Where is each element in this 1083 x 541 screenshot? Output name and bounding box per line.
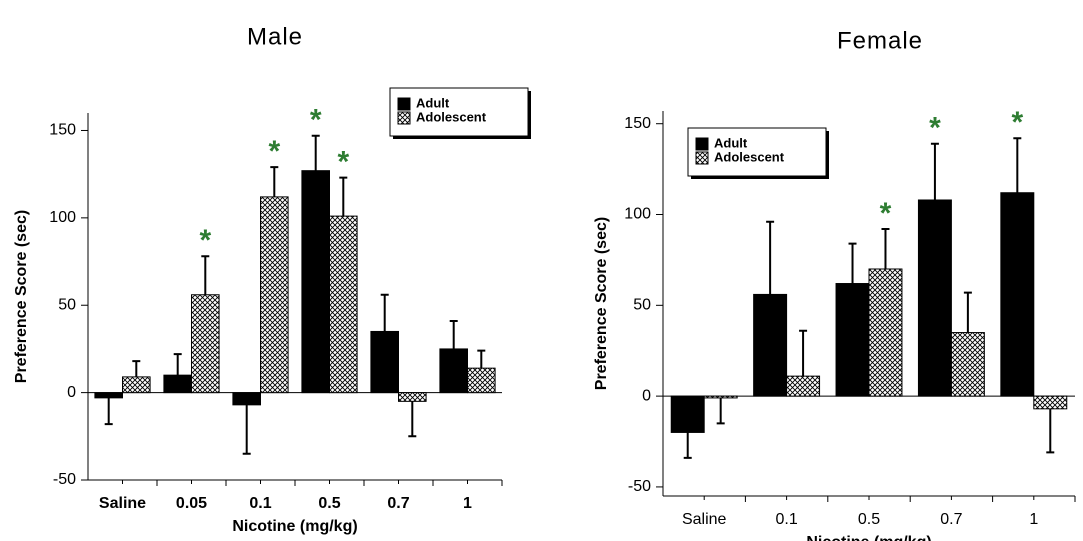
x-tick-label: 0.7 [940, 511, 962, 528]
x-tick-label: Saline [682, 511, 727, 528]
bar [398, 392, 427, 402]
significance-mark: * [880, 197, 892, 230]
bar [301, 170, 330, 394]
error-bar [380, 293, 389, 332]
bar [670, 395, 705, 433]
error-bar [848, 242, 857, 284]
chart-title: Female [837, 27, 923, 54]
y-tick-label: 150 [49, 122, 76, 139]
legend-label: Adolescent [416, 109, 487, 124]
y-tick-label: 50 [633, 297, 651, 314]
legend-swatch [397, 111, 411, 125]
error-bar [683, 432, 692, 459]
error-bar [339, 176, 348, 217]
bar [232, 392, 261, 406]
bar [191, 294, 220, 394]
bar [1000, 192, 1035, 397]
chart-title: Male [247, 23, 303, 50]
bar [703, 395, 738, 399]
legend-swatch [397, 97, 411, 111]
bar [950, 332, 985, 397]
bar [122, 376, 151, 394]
error-bar [477, 349, 486, 369]
bar [163, 374, 192, 394]
significance-mark: * [1011, 106, 1023, 139]
error-bar [881, 228, 890, 269]
significance-mark: * [268, 135, 280, 168]
bar [94, 392, 124, 399]
y-tick-label: 0 [67, 384, 76, 401]
x-tick-label: 0.1 [775, 511, 797, 528]
error-bar [104, 397, 113, 426]
y-axis-label: Preference Score (sec) [593, 217, 610, 390]
bar [370, 330, 399, 394]
y-axis-label: Preference Score (sec) [13, 210, 30, 383]
significance-mark: * [199, 224, 211, 257]
error-bar [242, 404, 251, 455]
error-bar [201, 255, 210, 295]
x-tick-label: Saline [99, 495, 146, 512]
x-tick-label: 1 [463, 495, 472, 512]
error-bar [930, 142, 939, 200]
x-tick-label: 0.5 [318, 495, 340, 512]
significance-mark: * [310, 104, 322, 137]
legend-label: Adolescent [714, 149, 785, 164]
error-bar [408, 401, 417, 438]
y-tick-label: 0 [642, 387, 651, 404]
error-bar [270, 166, 279, 197]
legend-box [389, 87, 529, 137]
x-tick-label: 0.5 [858, 511, 880, 528]
bar [786, 375, 821, 397]
error-bar [799, 329, 808, 377]
error-bar [311, 134, 320, 171]
error-bar [449, 319, 458, 349]
y-tick-label: -50 [628, 478, 651, 495]
x-tick-label: 0.1 [249, 495, 271, 512]
bar [1033, 395, 1068, 410]
error-bar [1013, 137, 1022, 193]
error-bar [173, 353, 182, 376]
bar [868, 268, 903, 397]
y-tick-label: 100 [624, 206, 651, 223]
error-bar [132, 360, 141, 377]
y-tick-label: 150 [624, 115, 651, 132]
bar [439, 348, 468, 394]
x-axis-label: Nicotine (mg/kg) [232, 518, 357, 535]
bar [260, 196, 289, 394]
error-bar [716, 397, 725, 425]
bar [329, 215, 358, 394]
significance-mark: * [929, 112, 941, 145]
x-axis-label: Nicotine (mg/kg) [806, 534, 931, 541]
legend-swatch [695, 151, 709, 165]
bar [467, 367, 496, 394]
y-tick-label: 50 [58, 296, 76, 313]
legend-box [687, 127, 827, 177]
error-bar [963, 291, 972, 333]
legend-label: Adult [416, 95, 450, 110]
legend-swatch [695, 137, 709, 151]
y-tick-label: -50 [53, 471, 76, 488]
x-tick-label: 1 [1029, 511, 1038, 528]
x-tick-label: 0.05 [176, 495, 207, 512]
error-bar [1046, 408, 1055, 454]
significance-mark: * [337, 146, 349, 179]
y-tick-label: 100 [49, 209, 76, 226]
bar [917, 199, 952, 397]
error-bar [766, 220, 775, 295]
bar [753, 293, 788, 397]
legend-label: Adult [714, 135, 748, 150]
x-tick-label: 0.7 [387, 495, 409, 512]
bar [835, 283, 870, 397]
